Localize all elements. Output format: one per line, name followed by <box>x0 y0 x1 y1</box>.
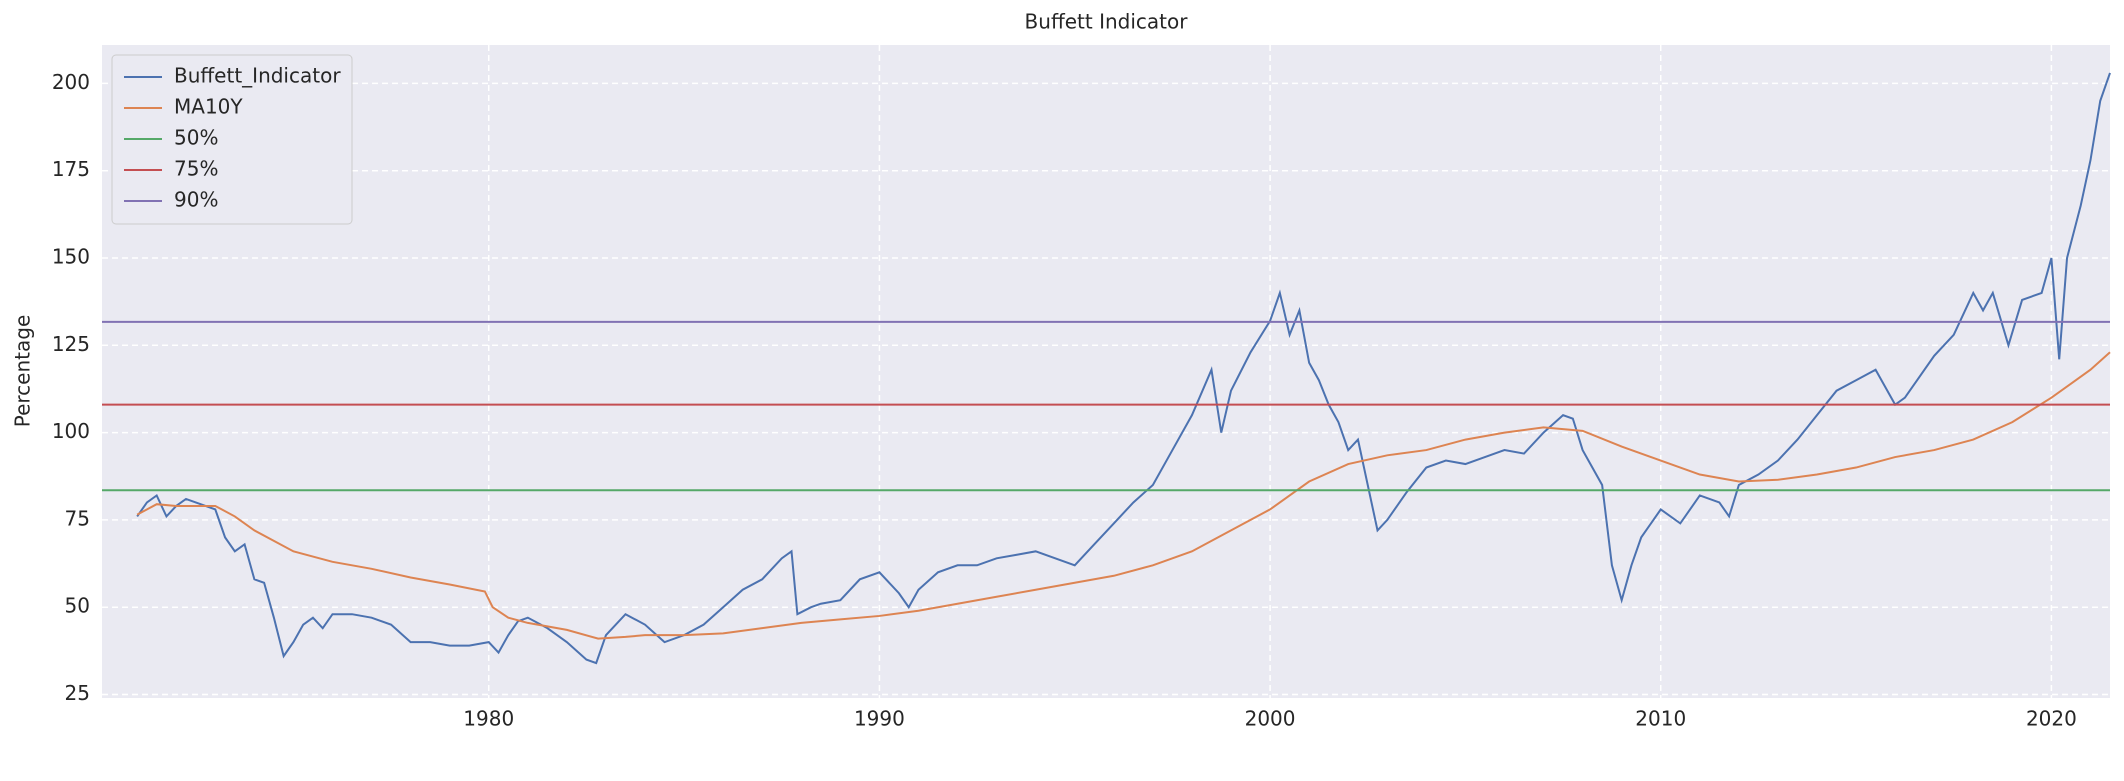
x-tick-label: 2010 <box>1635 707 1686 731</box>
legend-box <box>111 54 353 225</box>
y-tick-label: 100 <box>52 419 90 443</box>
y-tick-label: 75 <box>65 506 90 530</box>
y-tick-label: 175 <box>52 157 90 181</box>
y-tick-label: 25 <box>65 681 90 705</box>
legend-label: 75% <box>174 157 218 181</box>
y-tick-label: 125 <box>52 332 90 356</box>
plot-area <box>102 45 2110 698</box>
x-tick-label: 2000 <box>1245 707 1296 731</box>
legend-label: Buffett_Indicator <box>174 64 341 88</box>
legend-label: 90% <box>174 188 218 212</box>
y-axis-label: Percentage <box>11 315 35 428</box>
y-tick-label: 200 <box>52 70 90 94</box>
legend: Buffett_Indicator MA10Y 50% 75% 90% <box>111 54 353 225</box>
y-tick-label: 150 <box>52 245 90 269</box>
series-line <box>136 72 2111 665</box>
x-tick-label: 1990 <box>854 707 905 731</box>
chart-title: Buffett Indicator <box>1025 10 1189 34</box>
legend-label: 50% <box>174 126 218 150</box>
y-tick-label: 50 <box>65 594 90 618</box>
series-line <box>136 351 2111 640</box>
legend-label: MA10Y <box>174 95 243 119</box>
x-tick-label: 2020 <box>2026 707 2077 731</box>
x-tick-label: 1980 <box>463 707 514 731</box>
